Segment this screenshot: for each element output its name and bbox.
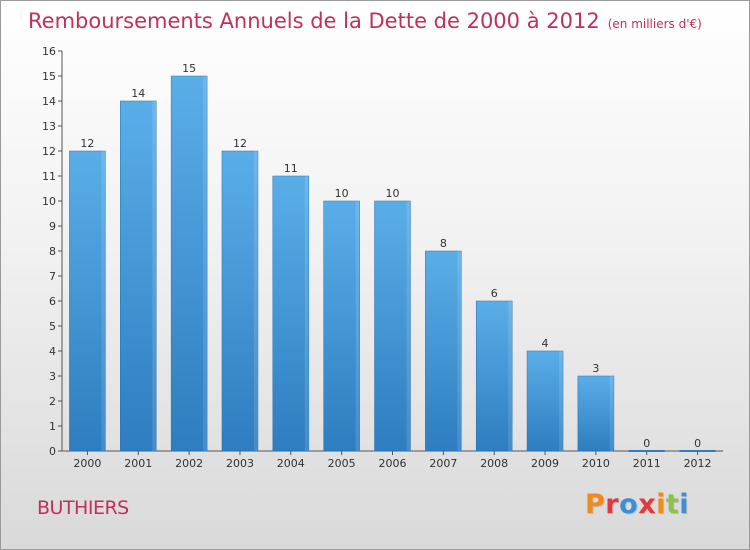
bar-2007: [425, 250, 462, 452]
bar-2000: [69, 150, 106, 452]
x-tick-label: 2004: [277, 457, 305, 470]
data-label-2001: 14: [131, 87, 145, 100]
x-tick-label: 2011: [633, 457, 661, 470]
commune-name: BUTHIERS: [37, 497, 129, 519]
x-tick-label: 2009: [531, 457, 559, 470]
x-tick-label: 2012: [684, 457, 712, 470]
logo-letter: o: [619, 489, 639, 520]
bar-highlight-2002: [203, 76, 208, 451]
y-tick-label: 2: [49, 395, 56, 408]
data-label-2000: 12: [80, 137, 94, 150]
bars: [69, 75, 716, 452]
bar-2008: [475, 300, 513, 452]
bar-highlight-2005: [355, 201, 360, 451]
y-tick-label: 6: [49, 295, 56, 308]
logo-letter: i: [656, 489, 666, 520]
x-tick-label: 2001: [124, 457, 152, 470]
y-tick-label: 1: [49, 420, 56, 433]
y-tick-label: 11: [42, 170, 56, 183]
proxiti-logo: Proxiti: [585, 489, 689, 520]
logo-letter: t: [665, 489, 680, 520]
bar-highlight-2003: [253, 151, 258, 451]
y-tick-label: 0: [49, 445, 56, 458]
bar-2006: [374, 200, 411, 452]
bar-2009: [526, 350, 564, 452]
y-tick-label: 14: [42, 95, 56, 108]
x-tick-label: 2002: [175, 457, 203, 470]
x-tick-label: 2010: [582, 457, 610, 470]
y-tick-label: 9: [49, 220, 56, 233]
y-tick-label: 8: [49, 245, 56, 258]
y-tick-label: 16: [42, 45, 56, 58]
y-tick-label: 5: [49, 320, 56, 333]
bar-2001: [120, 100, 157, 452]
bar-2002: [170, 75, 208, 452]
x-tick-label: 2003: [226, 457, 254, 470]
bar-2004: [272, 175, 310, 452]
data-label-2005: 10: [335, 187, 349, 200]
y-tick-label: 13: [42, 120, 56, 133]
data-label-2011: 0: [643, 437, 650, 450]
logo-letter: i: [679, 489, 690, 520]
data-label-2012: 0: [694, 437, 701, 450]
bar-2003: [221, 150, 259, 452]
bar-highlight-2001: [152, 101, 157, 451]
bar-highlight-2008: [508, 301, 513, 451]
y-tick-label: 10: [42, 195, 56, 208]
bar-highlight-2004: [304, 176, 309, 451]
bar-highlight-2006: [406, 201, 411, 451]
chart-subtitle: (en milliers d'€): [607, 17, 702, 31]
bar-2010: [577, 375, 615, 452]
bar-highlight-2010: [609, 376, 614, 451]
y-tick-label: 12: [42, 145, 56, 158]
x-tick-label: 2006: [379, 457, 407, 470]
x-tick-label: 2007: [429, 457, 457, 470]
x-tick-label: 2008: [480, 457, 508, 470]
logo-letter: r: [605, 489, 620, 520]
chart-title-text: Remboursements Annuels de la Dette de 20…: [28, 9, 600, 33]
data-label-2003: 12: [233, 137, 247, 150]
x-tick-label: 2000: [73, 457, 101, 470]
data-label-2004: 11: [284, 162, 298, 175]
data-label-2009: 4: [542, 337, 549, 350]
bar-highlight-2009: [559, 351, 564, 451]
bar-2005: [323, 200, 360, 452]
data-label-2007: 8: [440, 237, 447, 250]
bar-highlight-2007: [457, 251, 462, 451]
data-label-2008: 6: [491, 287, 498, 300]
data-label-2006: 10: [386, 187, 400, 200]
logo-letter: P: [585, 489, 606, 520]
y-tick-label: 15: [42, 70, 56, 83]
bar-highlight-2000: [101, 151, 106, 451]
chart-title: Remboursements Annuels de la Dette de 20…: [28, 9, 702, 33]
logo-letter: x: [638, 489, 657, 520]
y-tick-label: 4: [49, 345, 56, 358]
y-tick-label: 3: [49, 370, 56, 383]
x-tick-label: 2005: [328, 457, 356, 470]
data-labels: 12 14 15 12 11 10 10 8 6 4 3 0 0: [80, 62, 701, 450]
y-tick-label: 7: [49, 270, 56, 283]
data-label-2010: 3: [592, 362, 599, 375]
data-label-2002: 15: [182, 62, 196, 75]
